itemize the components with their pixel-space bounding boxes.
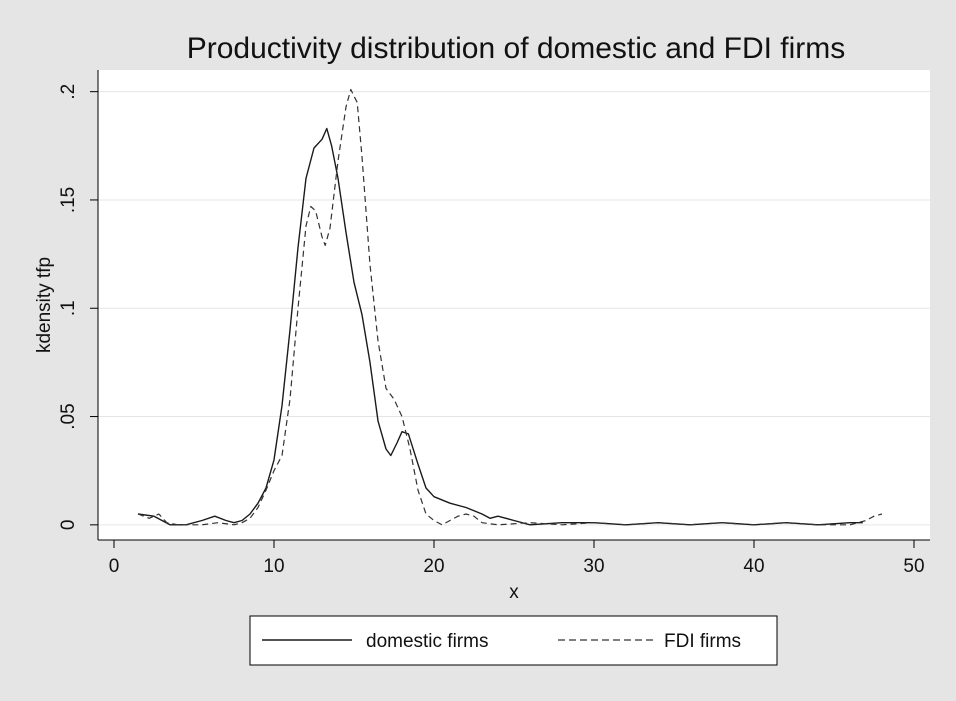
legend-label-domestic: domestic firms [366, 631, 488, 652]
x-tick-label-3: 30 [583, 556, 604, 577]
x-tick-label-5: 50 [903, 556, 924, 577]
y-tick-label-1: .05 [58, 403, 79, 429]
series-line-domestic [137, 127, 863, 526]
x-tick-label-0: 0 [109, 556, 120, 577]
x-tick-label-1: 10 [263, 556, 284, 577]
y-tick-label-2: .1 [58, 300, 79, 316]
x-axis-label: x [509, 582, 519, 603]
y-tick-label-3: .15 [58, 187, 79, 213]
chart-title: Productivity distribution of domestic an… [187, 32, 846, 65]
y-tick-label-4: .2 [58, 84, 79, 100]
x-tick-label-2: 20 [423, 556, 444, 577]
y-tick-label-0: 0 [58, 520, 79, 531]
plot-area [98, 70, 930, 540]
series-line-fdi [137, 88, 883, 526]
y-axis-label: kdensity tfp [34, 257, 55, 353]
legend-label-fdi: FDI firms [664, 631, 741, 652]
x-tick-label-4: 40 [743, 556, 764, 577]
legend: domestic firms FDI firms [249, 615, 778, 666]
